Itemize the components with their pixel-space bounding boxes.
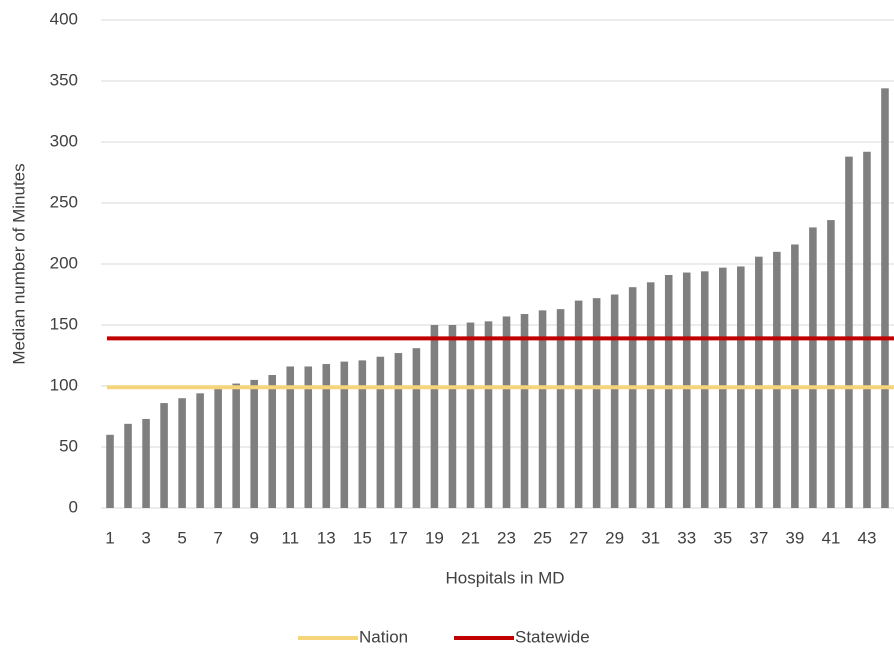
bar [556, 309, 565, 508]
y-axis-title: Median number of Minutes [9, 163, 28, 364]
bar [502, 316, 511, 508]
y-tick-label: 250 [50, 192, 78, 211]
x-tick-label: 19 [425, 528, 444, 547]
bar [610, 294, 619, 508]
bar [845, 156, 853, 508]
y-tick-label: 200 [50, 253, 78, 272]
bar [214, 387, 222, 508]
y-tick-label: 100 [50, 375, 78, 394]
bar [322, 364, 331, 508]
x-tick-label: 31 [641, 528, 660, 547]
x-tick-label: 1 [105, 528, 114, 547]
bar [232, 383, 240, 508]
legend-label: Nation [359, 627, 408, 646]
bar [809, 227, 817, 508]
bar [142, 418, 150, 508]
bar [700, 271, 709, 508]
bar [628, 287, 637, 508]
bar [881, 88, 889, 508]
x-tick-label: 5 [177, 528, 186, 547]
bar [827, 220, 835, 508]
y-tick-label: 150 [50, 314, 78, 333]
bar [196, 393, 204, 508]
y-tick-label: 0 [69, 497, 78, 516]
x-tick-label: 25 [533, 528, 552, 547]
bar [358, 360, 367, 508]
bar [773, 251, 781, 509]
bar [863, 151, 871, 508]
bar [538, 310, 547, 508]
y-tick-label: 300 [50, 131, 78, 150]
x-tick-label: 15 [353, 528, 372, 547]
bar [394, 353, 403, 508]
bar [646, 282, 655, 508]
bar [250, 379, 258, 508]
bar [178, 398, 186, 508]
bar [755, 256, 763, 508]
x-tick-label: 13 [317, 528, 336, 547]
bar [466, 322, 475, 508]
bar [520, 314, 529, 508]
x-tick-label: 17 [389, 528, 408, 547]
x-tick-label: 29 [605, 528, 624, 547]
bar [340, 361, 349, 508]
bar [682, 272, 691, 508]
bar [791, 244, 799, 509]
x-tick-label: 3 [141, 528, 150, 547]
x-tick-label: 9 [249, 528, 258, 547]
x-tick-label: 21 [461, 528, 480, 547]
bar [448, 325, 457, 508]
legend-label: Statewide [515, 627, 590, 646]
bar [376, 356, 385, 508]
x-tick-label: 41 [821, 528, 840, 547]
y-tick-label: 350 [50, 70, 78, 89]
bar [574, 300, 583, 508]
bar [268, 375, 277, 508]
y-tick-label: 50 [59, 436, 78, 455]
bar [664, 274, 673, 508]
x-tick-label: 37 [749, 528, 768, 547]
x-axis-title: Hospitals in MD [445, 568, 564, 587]
bar [592, 298, 601, 508]
bar [160, 403, 168, 508]
y-tick-label: 400 [50, 9, 78, 28]
bar [304, 366, 313, 508]
x-tick-label: 11 [281, 528, 299, 547]
x-tick-label: 27 [569, 528, 588, 547]
x-tick-label: 7 [213, 528, 222, 547]
x-tick-label: 39 [785, 528, 804, 547]
bar [484, 321, 493, 508]
bar [124, 423, 132, 508]
x-tick-label: 35 [713, 528, 732, 547]
bar [286, 366, 295, 508]
bar [106, 434, 114, 508]
bar [412, 348, 421, 508]
bar [430, 325, 439, 508]
x-tick-label: 43 [858, 528, 877, 547]
x-tick-label: 23 [497, 528, 516, 547]
x-tick-label: 33 [677, 528, 696, 547]
